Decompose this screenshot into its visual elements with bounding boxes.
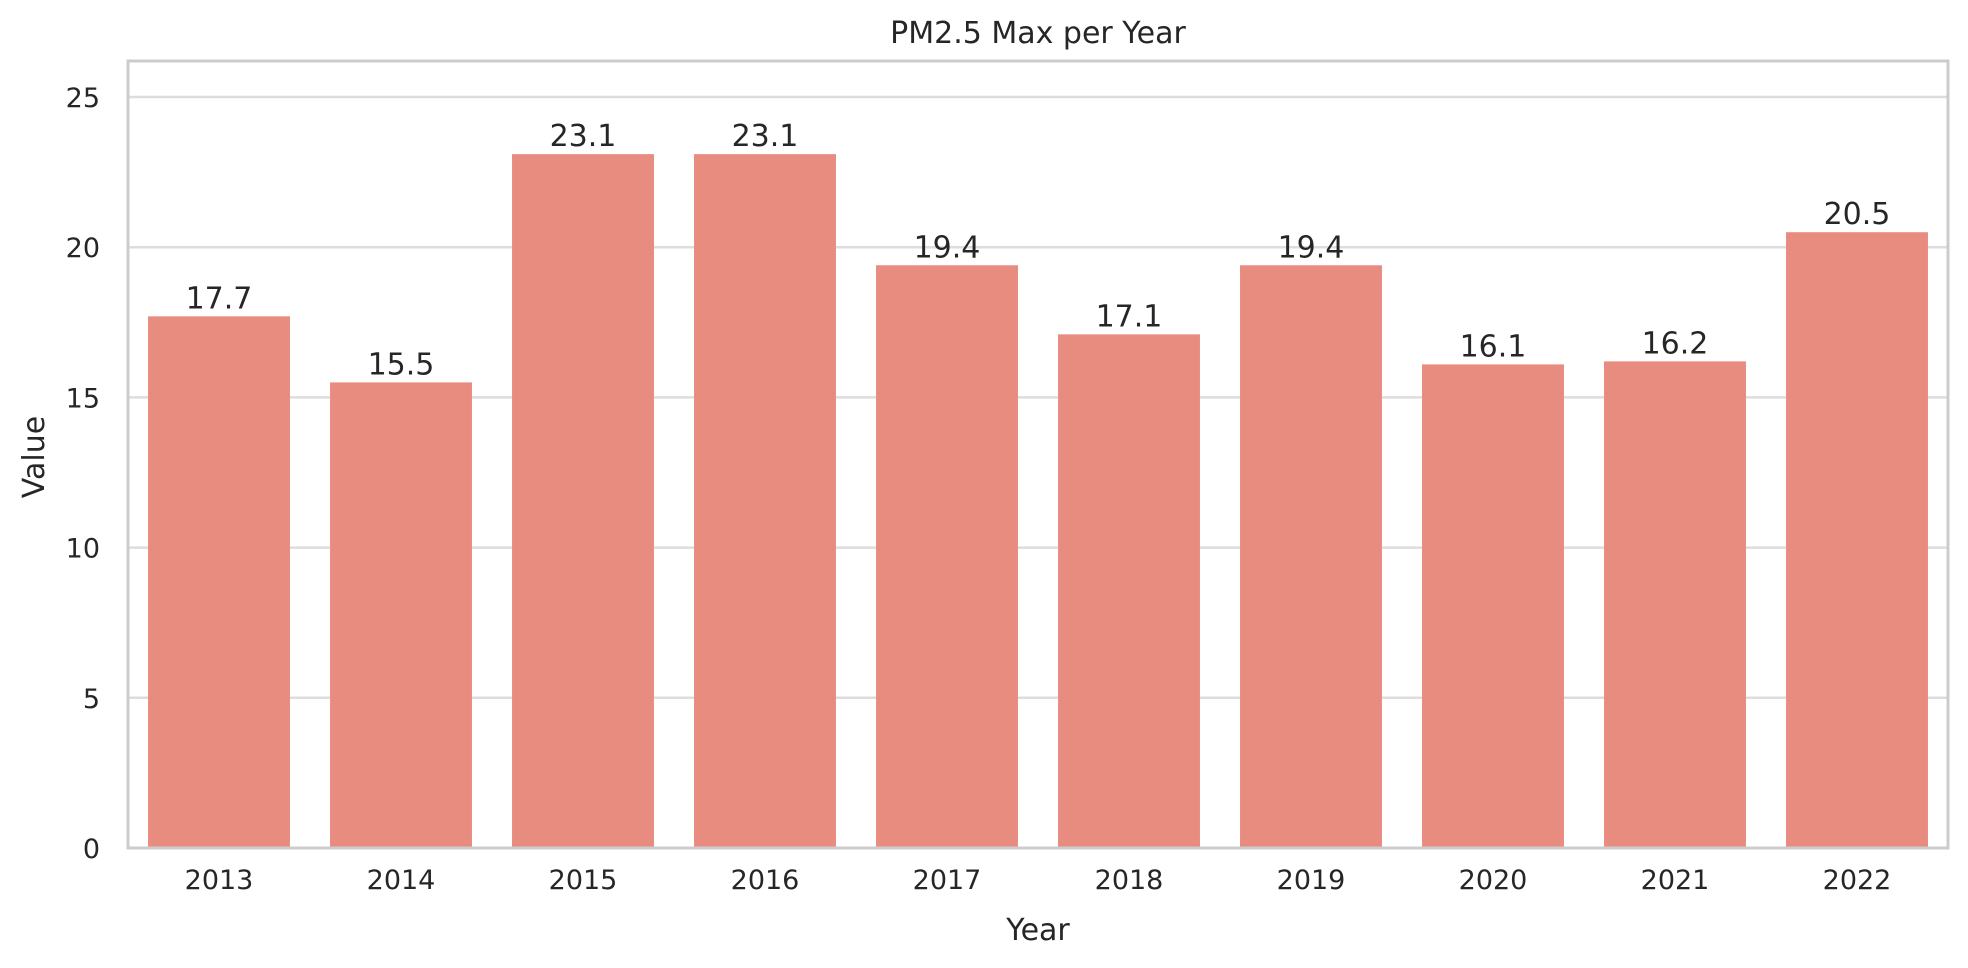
x-tick-label-2016: 2016 xyxy=(731,865,800,896)
data-label-2015: 23.1 xyxy=(550,119,617,154)
bar-2016 xyxy=(694,154,836,849)
bar-2014 xyxy=(330,382,472,848)
y-tick-label-20: 20 xyxy=(66,233,100,264)
data-label-2017: 19.4 xyxy=(914,230,981,265)
x-tick-label-2014: 2014 xyxy=(367,865,436,896)
plot-frame xyxy=(126,59,1950,850)
data-label-2019: 19.4 xyxy=(1278,230,1345,265)
bar-2021 xyxy=(1604,361,1746,848)
bar-2018 xyxy=(1058,334,1200,849)
x-tick-label-2013: 2013 xyxy=(185,865,254,896)
bar-2020 xyxy=(1422,364,1564,848)
y-axis-label: Value xyxy=(17,416,52,498)
x-tick-label-2017: 2017 xyxy=(913,865,982,896)
data-label-2021: 16.2 xyxy=(1642,326,1709,361)
y-axis-ticks: 0 5 10 15 20 25 xyxy=(66,83,100,865)
x-axis-ticks: 2013 2014 2015 2016 2017 2018 2019 2020 2021 2022 xyxy=(185,865,1892,896)
x-axis-label: Year xyxy=(1005,913,1070,948)
x-tick-label-2018: 2018 xyxy=(1095,865,1164,896)
bar-2015 xyxy=(512,154,654,849)
bar-2019 xyxy=(1240,265,1382,849)
chart-title: PM2.5 Max per Year xyxy=(890,16,1186,51)
bar-2017 xyxy=(876,265,1018,849)
data-label-2016: 23.1 xyxy=(732,119,799,154)
y-tick-label-15: 15 xyxy=(66,383,100,414)
data-label-2020: 16.1 xyxy=(1460,329,1527,364)
x-tick-label-2020: 2020 xyxy=(1459,865,1528,896)
x-tick-label-2015: 2015 xyxy=(549,865,618,896)
bar-2022 xyxy=(1786,232,1928,849)
data-label-2018: 17.1 xyxy=(1096,299,1163,334)
data-label-2022: 20.5 xyxy=(1824,197,1891,232)
bar-2013 xyxy=(148,316,290,848)
x-tick-label-2019: 2019 xyxy=(1277,865,1346,896)
data-label-2013: 17.7 xyxy=(186,281,253,316)
y-tick-label-5: 5 xyxy=(83,684,100,715)
y-tick-label-0: 0 xyxy=(83,834,100,865)
bars xyxy=(148,154,1928,849)
data-labels: 17.7 15.5 23.1 23.1 19.4 17.1 19.4 16.1 16.2 20.5 xyxy=(186,119,1891,382)
y-tick-label-25: 25 xyxy=(66,83,100,114)
x-tick-label-2022: 2022 xyxy=(1823,865,1892,896)
x-tick-label-2021: 2021 xyxy=(1641,865,1710,896)
y-tick-label-10: 10 xyxy=(66,534,100,565)
data-label-2014: 15.5 xyxy=(368,347,435,382)
